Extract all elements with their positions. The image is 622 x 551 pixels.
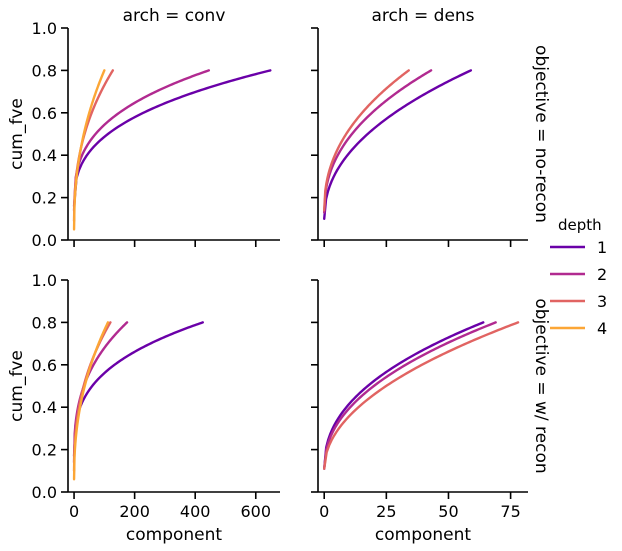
y-tick-label-r1c0-4: 0.8	[32, 313, 57, 332]
x-axis-label-1: component	[375, 525, 472, 545]
x-tick-label-r1c0-1: 200	[119, 502, 150, 521]
series-line-depth-1-r0c0	[72, 69, 272, 208]
series-line-depth-4-r1c0	[72, 321, 110, 481]
series-line-depth-2-r0c0	[72, 69, 211, 212]
x-tick-label-r1c0-0: 0	[69, 502, 79, 521]
series-line-depth-4-r0c0	[72, 69, 106, 231]
x-tick-label-r1c0-2: 400	[180, 502, 211, 521]
column-title-1: arch = dens	[371, 6, 474, 26]
x-tick-label-r1c1-3: 75	[500, 502, 520, 521]
y-tick-label-r1c0-5: 1.0	[32, 271, 57, 290]
y-axis-label-0: cum_fve	[7, 98, 27, 170]
y-tick-label-r0c0-3: 0.6	[32, 104, 57, 123]
y-axis-label-1: cum_fve	[7, 350, 27, 422]
y-tick-label-r0c0-0: 0.0	[32, 231, 57, 250]
series-line-depth-2-r0c1	[323, 69, 433, 214]
y-tick-label-r0c0-5: 1.0	[32, 19, 57, 38]
legend-label-2: 2	[597, 265, 607, 284]
x-tick-label-r1c1-1: 25	[376, 502, 396, 521]
legend-label-4: 4	[597, 319, 607, 338]
y-tick-label-r1c0-1: 0.2	[32, 441, 57, 460]
y-tick-label-r0c0-2: 0.4	[32, 146, 57, 165]
column-title-0: arch = conv	[123, 6, 226, 26]
x-tick-label-r1c0-3: 600	[240, 502, 271, 521]
legend-title: depth	[558, 216, 602, 234]
x-axis-label-0: component	[126, 525, 223, 545]
series-line-depth-1-r0c1	[323, 69, 473, 221]
x-tick-label-r1c1-2: 50	[438, 502, 458, 521]
y-tick-label-r0c0-4: 0.8	[32, 61, 57, 80]
series-line-depth-3-r1c1	[323, 321, 520, 470]
x-tick-label-r1c1-0: 0	[319, 502, 329, 521]
series-line-depth-1-r1c1	[323, 321, 485, 470]
legend-label-3: 3	[597, 292, 607, 311]
y-tick-label-r1c0-2: 0.4	[32, 398, 57, 417]
row-title-0: objective = no-recon	[531, 45, 551, 223]
series-line-depth-3-r0c1	[323, 69, 410, 212]
y-tick-label-r0c0-1: 0.2	[32, 189, 57, 208]
row-title-1: objective = w/ recon	[531, 298, 551, 473]
y-tick-label-r1c0-3: 0.6	[32, 356, 57, 375]
y-tick-label-r1c0-0: 0.0	[32, 483, 57, 502]
series-line-depth-1-r1c0	[72, 321, 204, 458]
series-line-depth-2-r1c1	[323, 321, 497, 470]
legend-label-1: 1	[597, 238, 607, 257]
